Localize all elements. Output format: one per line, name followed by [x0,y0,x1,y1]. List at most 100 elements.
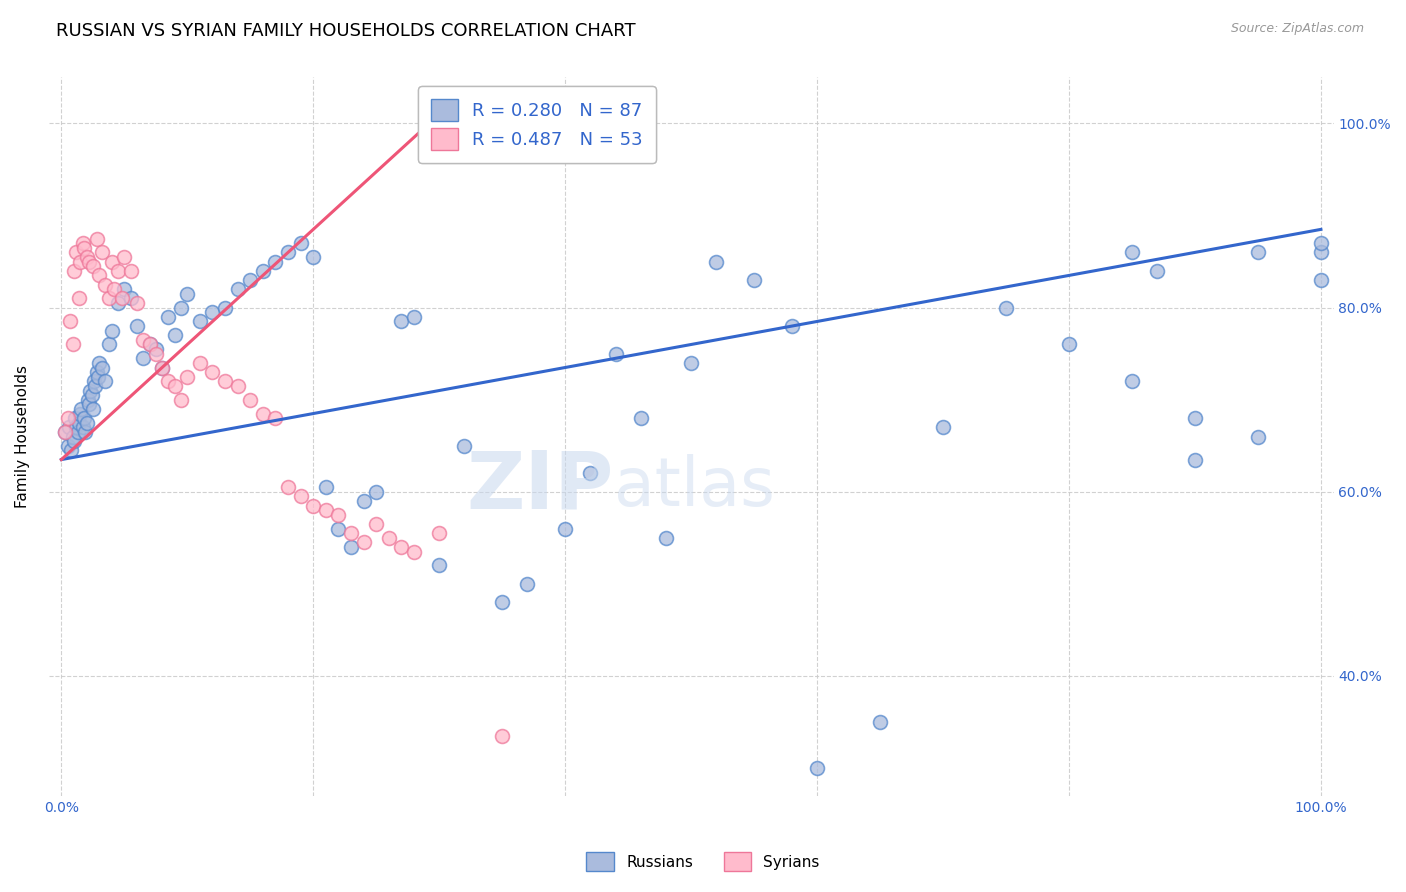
Point [366,484,388,499]
Point [65,245,87,260]
Point [780,319,803,334]
Point [89,268,111,283]
Point [58,420,80,434]
Point [427,558,450,573]
Point [150,360,173,375]
Point [1247,429,1270,443]
Point [340,540,363,554]
Point [98,337,121,351]
Point [73,241,96,255]
Point [90,245,112,260]
Point [1309,273,1331,287]
Point [73,411,96,425]
Point [1247,245,1270,260]
Point [491,729,513,743]
Point [188,356,211,370]
Point [100,324,122,338]
Text: atlas: atlas [614,454,775,520]
Point [1121,374,1143,388]
Point [806,761,828,775]
Point [67,292,90,306]
Point [579,467,602,481]
Point [239,392,262,407]
Point [63,434,86,449]
Point [53,425,76,439]
Point [315,503,337,517]
Legend: Russians, Syrians: Russians, Syrians [581,847,825,877]
Point [163,379,186,393]
Point [76,392,98,407]
Point [378,531,401,545]
Point [132,351,155,366]
Point [1309,236,1331,251]
Point [82,259,104,273]
Point [120,264,142,278]
Point [302,499,325,513]
Point [145,347,167,361]
Point [103,282,125,296]
Point [1184,411,1206,425]
Point [170,392,193,407]
Point [83,374,105,388]
Point [69,407,91,421]
Point [554,522,576,536]
Point [391,540,413,554]
Point [516,577,538,591]
Point [995,301,1018,315]
Point [98,292,121,306]
Point [1309,245,1331,260]
Point [402,310,425,324]
Point [1146,264,1168,278]
Point [59,314,82,328]
Point [290,490,312,504]
Point [315,480,337,494]
Point [605,347,627,361]
Point [138,337,160,351]
Point [62,337,84,351]
Point [76,416,98,430]
Point [302,250,325,264]
Point [630,411,652,425]
Point [150,360,173,375]
Point [932,420,955,434]
Point [214,374,236,388]
Point [157,374,180,388]
Point [94,277,117,292]
Point [264,411,287,425]
Point [75,425,97,439]
Point [56,439,79,453]
Text: ZIP: ZIP [467,448,614,526]
Point [60,443,83,458]
Point [56,411,79,425]
Point [70,401,93,416]
Point [63,264,86,278]
Point [72,236,94,251]
Point [201,305,224,319]
Point [252,407,274,421]
Point [69,254,91,268]
Point [290,236,312,251]
Point [353,535,375,549]
Point [353,494,375,508]
Point [491,595,513,609]
Point [67,416,90,430]
Point [77,254,100,268]
Point [742,273,765,287]
Point [252,264,274,278]
Point [366,516,388,531]
Y-axis label: Family Households: Family Households [15,365,30,508]
Point [94,374,117,388]
Point [277,245,299,260]
Point [163,328,186,343]
Point [201,365,224,379]
Point [90,360,112,375]
Point [655,531,678,545]
Point [125,296,148,310]
Point [112,250,135,264]
Point [132,333,155,347]
Point [77,397,100,411]
Point [402,544,425,558]
Point [107,264,129,278]
Point [226,282,249,296]
Point [226,379,249,393]
